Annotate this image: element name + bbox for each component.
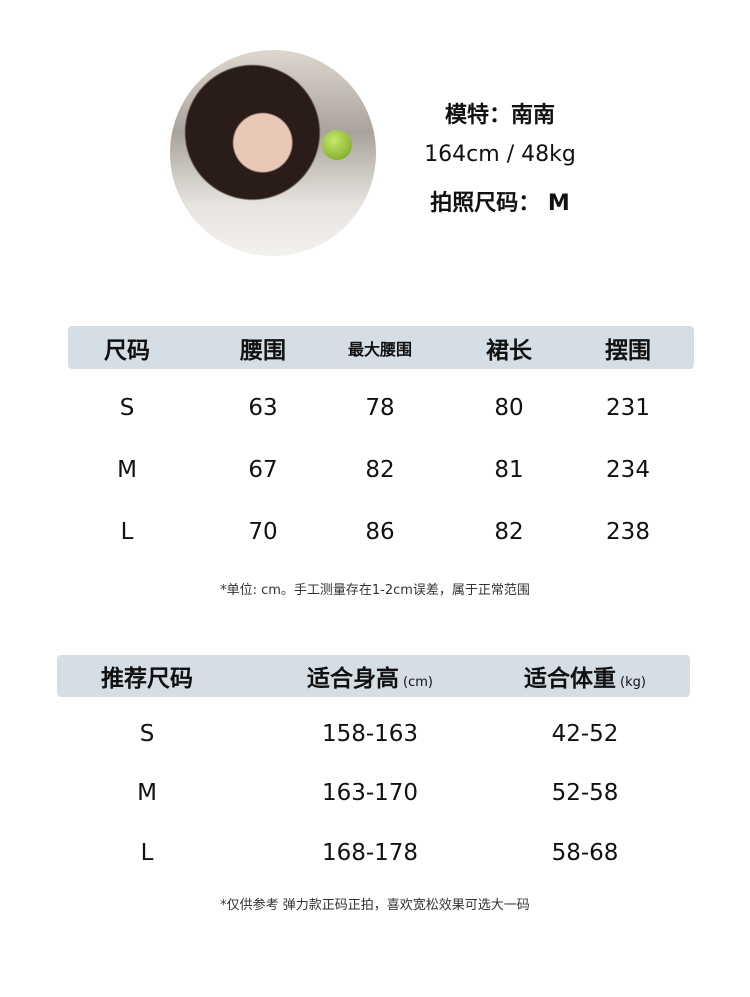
size-table-note: *单位: cm。手工测量存在1-2cm误差，属于正常范围 <box>220 583 530 598</box>
size-table-cell: 82 <box>494 519 524 545</box>
rec-header-cell: 适合体重 (kg) <box>524 659 646 693</box>
rec-table-cell: M <box>137 780 157 806</box>
size-table-cell: 82 <box>365 457 395 483</box>
size-table-cell: 86 <box>365 519 395 545</box>
size-table-cell: 231 <box>606 395 650 421</box>
rec-header-unit: (kg) <box>620 675 646 690</box>
rec-table-cell: S <box>139 721 155 747</box>
rec-table-cell: L <box>140 840 154 866</box>
size-header-cell: 最大腰围 <box>347 340 413 359</box>
size-table-cell: 81 <box>494 457 524 483</box>
rec-table-note: *仅供参考 弹力款正码正拍，喜欢宽松效果可选大一码 <box>220 898 530 913</box>
size-table-cell: 63 <box>248 395 278 421</box>
size-header-cell: 摆围 <box>605 338 651 364</box>
rec-table-cell: 163-170 <box>321 780 419 806</box>
size-table-cell: 238 <box>606 519 650 545</box>
size-header-cell: 尺码 <box>104 338 150 364</box>
size-table-header <box>68 326 694 369</box>
rec-header-label: 适合身高 <box>307 666 400 692</box>
size-table-cell: 67 <box>248 457 278 483</box>
rec-header-label: 推荐尺码 <box>101 666 193 692</box>
model-name: 模特：南南 <box>444 103 555 128</box>
size-table-cell: 80 <box>494 395 524 421</box>
rec-table-header <box>57 655 690 697</box>
size-table-cell: L <box>120 519 134 545</box>
model-measurements: 164cm / 48kg <box>424 142 576 167</box>
apple <box>322 130 352 160</box>
model-photo <box>170 50 376 256</box>
rec-header-unit: (cm) <box>403 675 433 690</box>
size-header-cell: 裙长 <box>486 338 532 364</box>
rec-table-cell: 52-58 <box>551 780 619 806</box>
size-header-cell: 腰围 <box>240 338 286 364</box>
rec-header-label: 适合体重 <box>524 666 617 692</box>
size-table-cell: S <box>119 395 135 421</box>
rec-table-cell: 42-52 <box>551 721 619 747</box>
rec-table-cell: 158-163 <box>321 721 419 747</box>
size-table-cell: 70 <box>248 519 278 545</box>
size-table-cell: M <box>117 457 137 483</box>
rec-header-cell: 适合身高 (cm) <box>307 659 433 693</box>
rec-table-cell: 58-68 <box>551 840 619 866</box>
rec-header-cell: 推荐尺码 <box>101 659 193 693</box>
size-table-cell: 234 <box>606 457 650 483</box>
size-table-cell: 78 <box>365 395 395 421</box>
rec-table-cell: 168-178 <box>321 840 419 866</box>
model-photo-size: 拍照尺码： M <box>430 191 570 216</box>
